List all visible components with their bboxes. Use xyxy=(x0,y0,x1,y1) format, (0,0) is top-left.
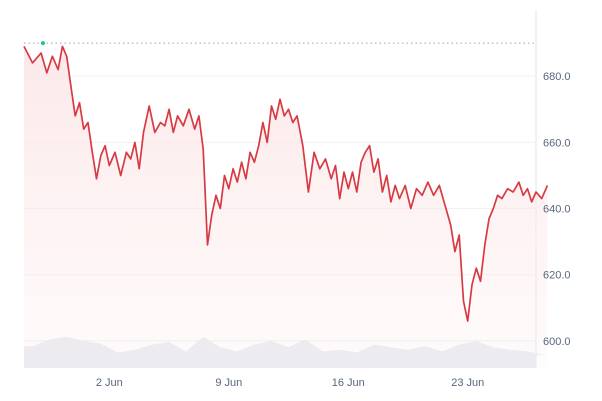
y-tick-label: 600.0 xyxy=(543,336,571,348)
y-tick-label: 620.0 xyxy=(543,270,571,282)
price-line-group xyxy=(23,45,549,322)
x-tick-label: 16 Jun xyxy=(332,377,365,389)
x-tick-label: 2 Jun xyxy=(96,377,123,389)
y-tick-label: 660.0 xyxy=(543,137,571,149)
y-tick-label: 680.0 xyxy=(543,71,571,83)
price-area-fill xyxy=(24,46,548,369)
y-tick-label: 640.0 xyxy=(543,204,571,216)
x-tick-label: 9 Jun xyxy=(215,377,242,389)
x-axis-ticks: 2 Jun 9 Jun 16 Jun 23 Jun xyxy=(96,377,484,389)
y-axis-ticks: 600.0 620.0 640.0 660.0 680.0 xyxy=(543,71,571,348)
x-tick-label: 23 Jun xyxy=(451,377,484,389)
price-area-group xyxy=(24,46,548,369)
price-line xyxy=(23,45,549,322)
start-marker xyxy=(41,41,45,46)
start-marker-group xyxy=(41,41,45,46)
